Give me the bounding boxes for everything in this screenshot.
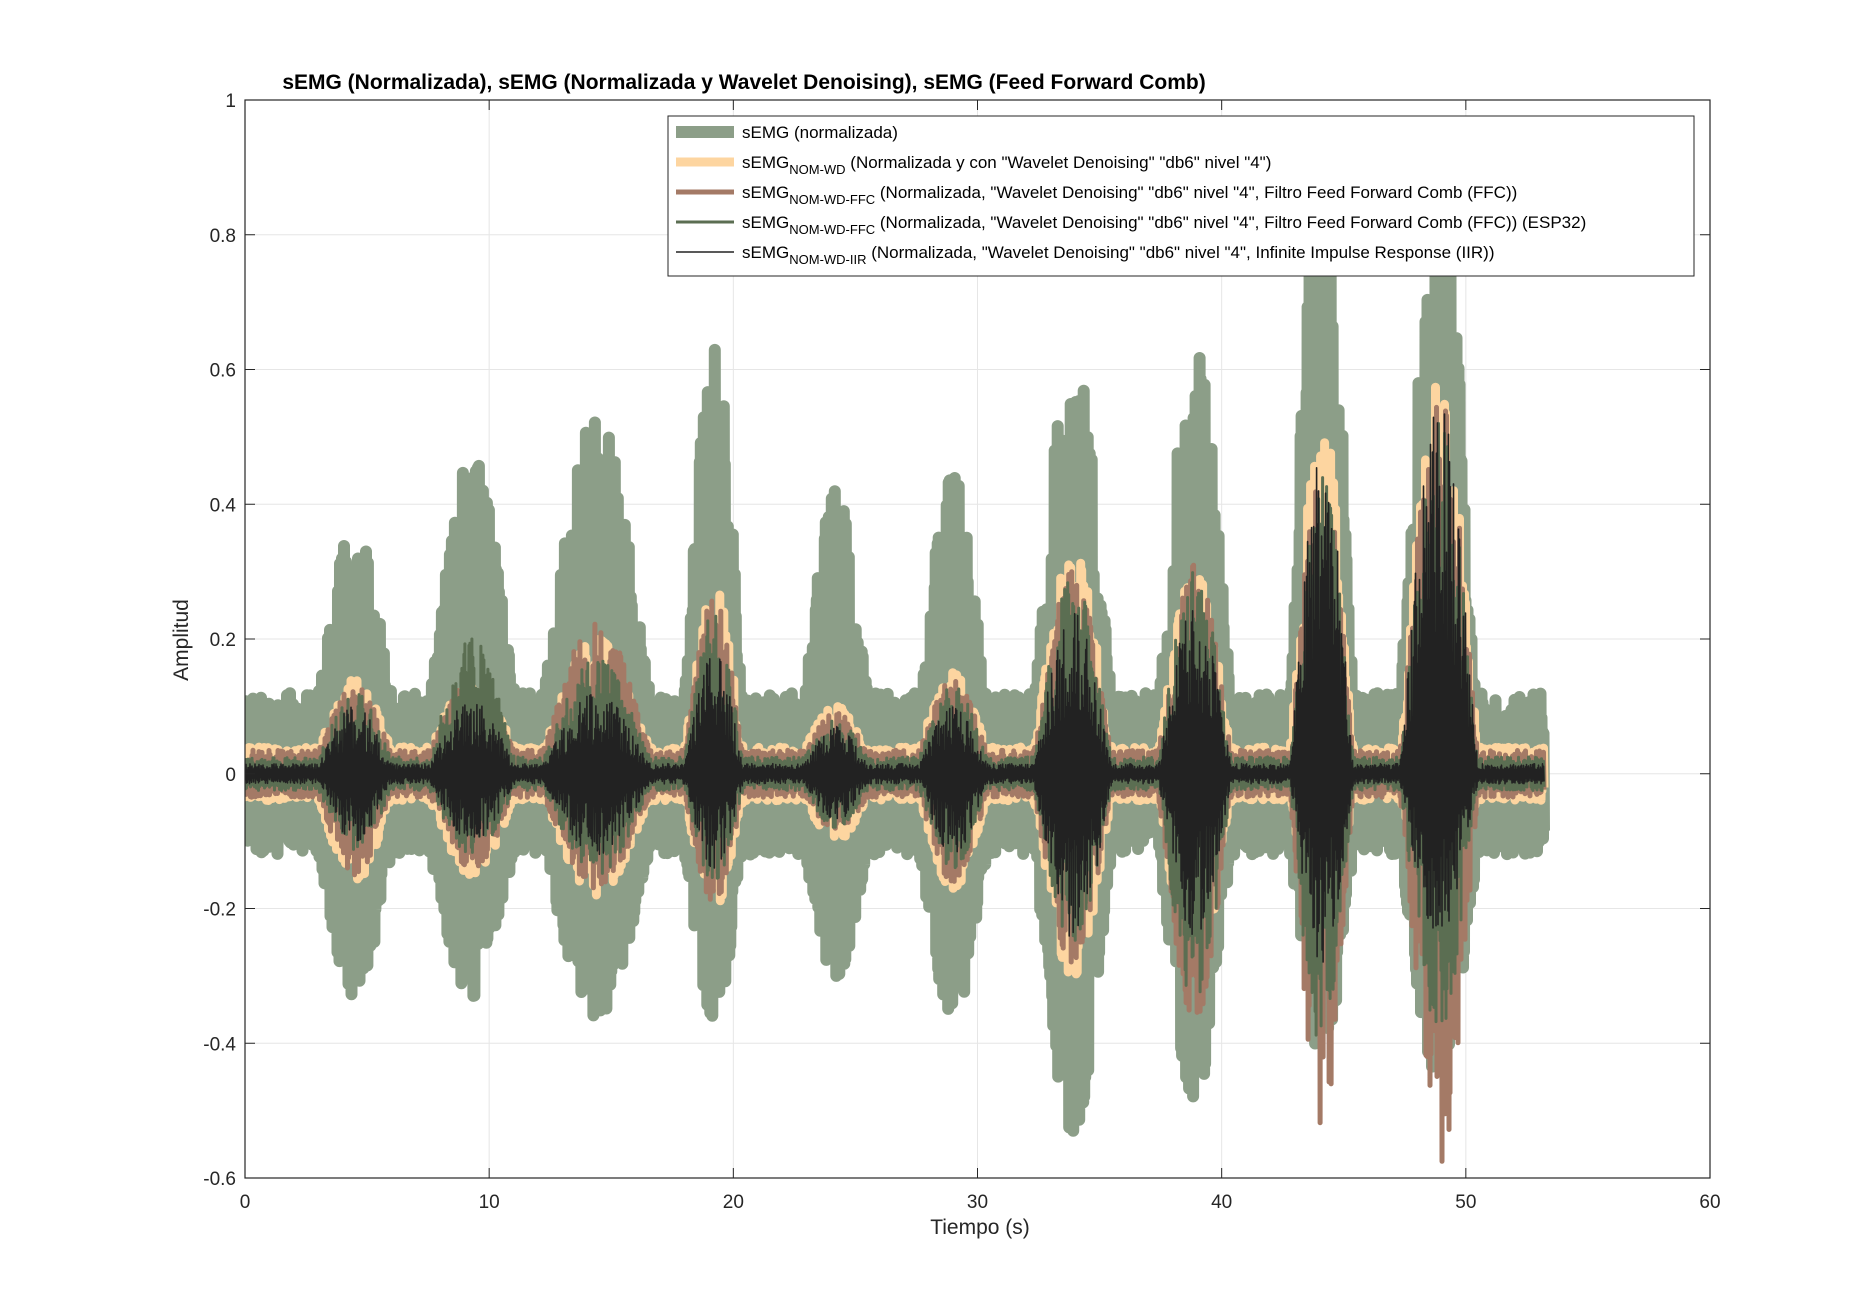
axes	[244, 99, 1711, 1179]
x-tick-label: 0	[240, 1192, 251, 1213]
x-tick-label: 10	[479, 1192, 500, 1213]
x-axis-label: Tiempo (s)	[930, 1216, 1030, 1239]
legend-entry-1: sEMG (normalizada)	[742, 123, 898, 142]
y-tick-label: -0.6	[203, 1169, 236, 1190]
legend-entry-3: sEMGNOM-WD-FFC (Normalizada, "Wavelet De…	[742, 183, 1517, 207]
x-tick-label: 50	[1455, 1192, 1476, 1213]
x-tick-label: 60	[1699, 1192, 1720, 1213]
plot-area	[245, 120, 1550, 1164]
legend: sEMG (normalizada) sEMGNOM-WD (Normalizad…	[667, 115, 1695, 277]
tick-labels: 0 10 20 30 40 50 60 -0.6 -0.4 -0.2 0 0.2 0.4 0.6 0.8 1	[203, 91, 1720, 1213]
legend-entry-4: sEMGNOM-WD-FFC (Normalizada, "Wavelet De…	[742, 213, 1586, 237]
y-tick-label: -0.4	[203, 1034, 236, 1055]
series-line-5	[245, 413, 1545, 963]
y-axis-label: Amplitud	[170, 599, 193, 681]
x-tick-label: 20	[723, 1192, 744, 1213]
legend-entry-2: sEMGNOM-WD (Normalizada y con "Wavelet D…	[742, 153, 1271, 177]
y-tick-label: 0.4	[210, 495, 237, 516]
series-line-1	[245, 120, 1550, 1137]
y-tick-label: 0.8	[210, 226, 236, 247]
legend-box	[667, 115, 1695, 277]
y-tick-label: 0.2	[210, 630, 236, 651]
legend-entry-5: sEMGNOM-WD-IIR (Normalizada, "Wavelet De…	[742, 243, 1495, 267]
x-tick-label: 30	[967, 1192, 988, 1213]
y-tick-label: -0.2	[203, 900, 236, 921]
y-tick-label: 1	[225, 91, 236, 112]
x-tick-label: 40	[1211, 1192, 1232, 1213]
y-tick-label: 0.6	[210, 361, 236, 382]
chart-title: sEMG (Normalizada), sEMG (Normalizada y …	[282, 71, 1205, 94]
y-tick-label: 0	[225, 765, 236, 786]
